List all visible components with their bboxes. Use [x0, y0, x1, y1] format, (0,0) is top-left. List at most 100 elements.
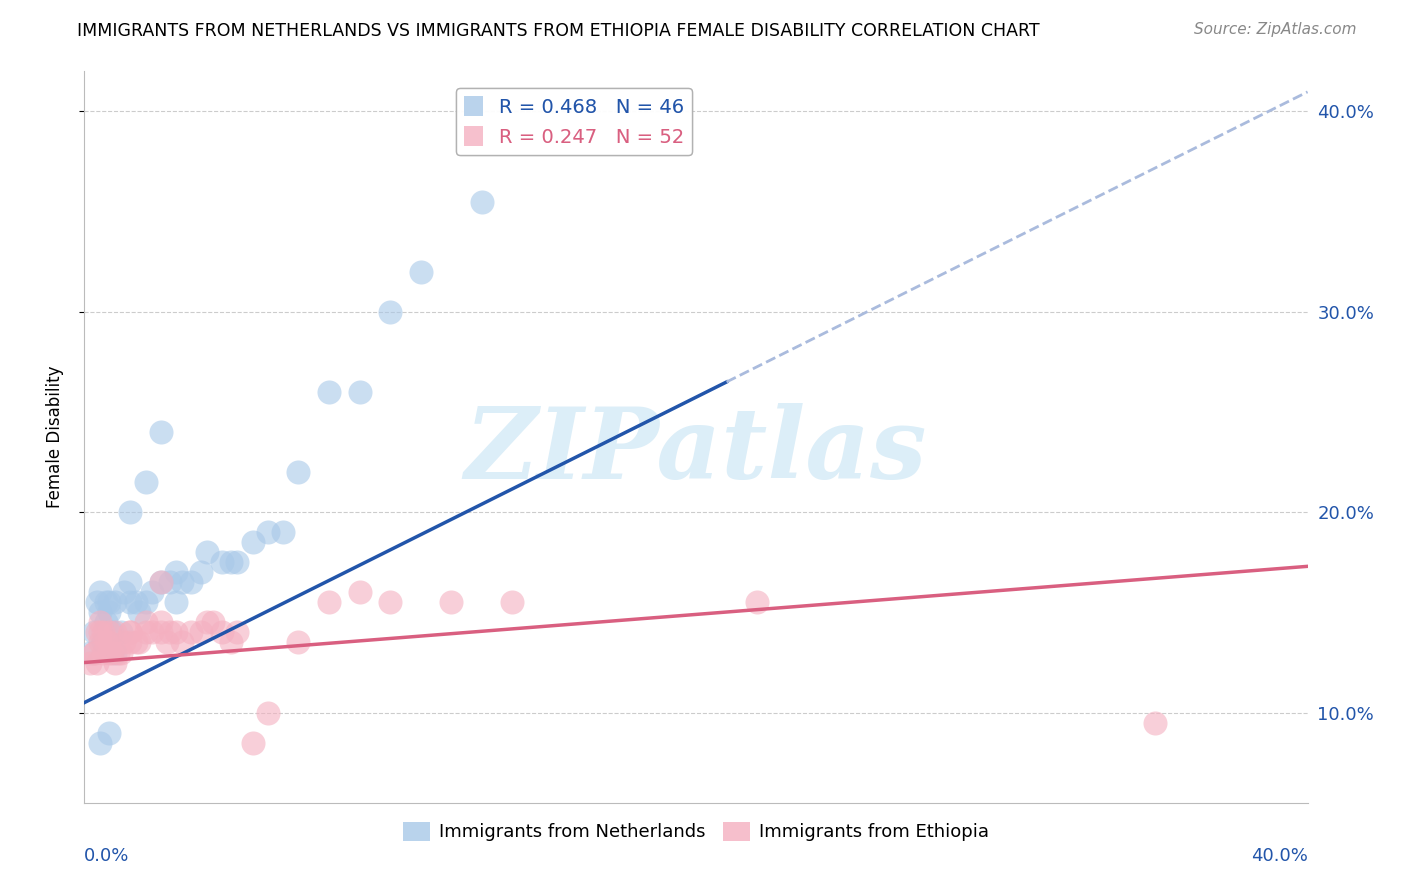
- Point: [89, 615, 111, 630]
- Point: [149, 575, 172, 590]
- Point: [120, 625, 142, 640]
- Point: [190, 625, 212, 640]
- Point: [165, 625, 187, 640]
- Point: [125, 595, 148, 609]
- Point: [89, 585, 111, 599]
- Point: [471, 194, 494, 209]
- Point: [201, 615, 224, 630]
- Point: [149, 625, 172, 640]
- Point: [83, 646, 105, 660]
- Point: [180, 575, 202, 590]
- Point: [86, 595, 108, 609]
- Point: [101, 625, 124, 640]
- Point: [135, 475, 157, 490]
- Point: [141, 585, 163, 599]
- Point: [180, 625, 202, 640]
- Point: [165, 566, 187, 580]
- Point: [94, 615, 117, 630]
- Point: [440, 595, 463, 609]
- Point: [89, 606, 111, 620]
- Point: [318, 595, 340, 609]
- Point: [211, 625, 233, 640]
- Point: [159, 575, 181, 590]
- Point: [97, 646, 120, 660]
- Point: [502, 595, 524, 609]
- Point: [104, 625, 127, 640]
- Text: ZIPatlas: ZIPatlas: [465, 403, 927, 500]
- Point: [112, 585, 135, 599]
- Legend: R = 0.468   N = 46, R = 0.247   N = 52: R = 0.468 N = 46, R = 0.247 N = 52: [456, 88, 692, 154]
- Point: [165, 595, 187, 609]
- Point: [97, 725, 120, 739]
- Point: [271, 525, 294, 540]
- Point: [94, 595, 117, 609]
- Point: [91, 625, 114, 640]
- Point: [83, 625, 105, 640]
- Point: [287, 635, 309, 649]
- Point: [135, 625, 157, 640]
- Point: [190, 566, 212, 580]
- Point: [380, 595, 402, 609]
- Y-axis label: Female Disability: Female Disability: [45, 366, 63, 508]
- Point: [89, 625, 111, 640]
- Point: [349, 585, 371, 599]
- Point: [120, 505, 142, 519]
- Point: [257, 706, 280, 720]
- Point: [79, 656, 101, 670]
- Point: [110, 625, 132, 640]
- Point: [172, 575, 194, 590]
- Point: [104, 595, 127, 609]
- Point: [79, 646, 101, 660]
- Text: 40.0%: 40.0%: [1251, 847, 1308, 864]
- Point: [97, 595, 120, 609]
- Point: [257, 525, 280, 540]
- Point: [242, 535, 264, 549]
- Point: [149, 575, 172, 590]
- Point: [86, 625, 108, 640]
- Point: [1143, 715, 1166, 730]
- Point: [94, 635, 117, 649]
- Point: [159, 625, 181, 640]
- Point: [107, 646, 129, 660]
- Text: Source: ZipAtlas.com: Source: ZipAtlas.com: [1194, 22, 1357, 37]
- Point: [101, 646, 124, 660]
- Point: [211, 555, 233, 569]
- Point: [104, 646, 127, 660]
- Point: [149, 615, 172, 630]
- Point: [91, 646, 114, 660]
- Point: [97, 625, 120, 640]
- Point: [380, 305, 402, 319]
- Point: [149, 425, 172, 439]
- Text: 0.0%: 0.0%: [84, 847, 129, 864]
- Point: [226, 625, 249, 640]
- Point: [242, 736, 264, 750]
- Point: [120, 625, 142, 640]
- Point: [112, 635, 135, 649]
- Point: [89, 635, 111, 649]
- Point: [125, 635, 148, 649]
- Point: [104, 656, 127, 670]
- Point: [120, 635, 142, 649]
- Point: [128, 606, 150, 620]
- Point: [287, 465, 309, 479]
- Point: [128, 635, 150, 649]
- Point: [110, 646, 132, 660]
- Point: [120, 595, 142, 609]
- Point: [195, 545, 218, 559]
- Point: [747, 595, 769, 609]
- Point: [195, 615, 218, 630]
- Point: [97, 606, 120, 620]
- Point: [409, 265, 432, 279]
- Point: [83, 646, 105, 660]
- Point: [318, 384, 340, 399]
- Point: [172, 635, 194, 649]
- Point: [349, 384, 371, 399]
- Point: [91, 635, 114, 649]
- Point: [219, 555, 242, 569]
- Point: [135, 615, 157, 630]
- Point: [86, 656, 108, 670]
- Point: [219, 635, 242, 649]
- Point: [120, 575, 142, 590]
- Point: [135, 595, 157, 609]
- Text: IMMIGRANTS FROM NETHERLANDS VS IMMIGRANTS FROM ETHIOPIA FEMALE DISABILITY CORREL: IMMIGRANTS FROM NETHERLANDS VS IMMIGRANT…: [77, 22, 1040, 40]
